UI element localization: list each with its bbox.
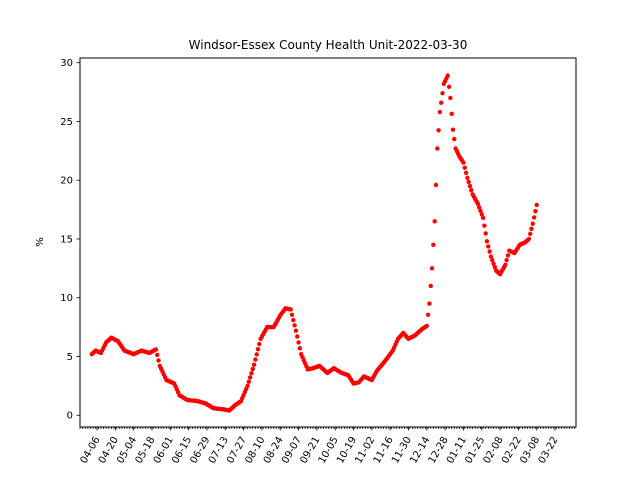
data-point [427, 301, 432, 306]
data-point [488, 254, 494, 259]
y-tick-label: 10 [60, 293, 73, 304]
data-point [448, 95, 453, 101]
data-point [249, 370, 254, 376]
data-point [479, 212, 484, 217]
data-point [466, 179, 471, 185]
data-point [156, 358, 161, 363]
data-point [253, 357, 258, 362]
data-point [533, 208, 538, 214]
data-point [450, 127, 456, 132]
data-point [246, 379, 252, 384]
y-tick-label: 0 [67, 411, 73, 422]
y-axis-label: % [35, 237, 46, 247]
data-point [245, 383, 250, 389]
y-tick-label: 5 [67, 352, 73, 363]
data-point [530, 221, 536, 226]
data-point [429, 266, 435, 271]
data-point [486, 244, 491, 249]
data-point [483, 231, 488, 236]
data-point [437, 109, 443, 115]
data-point [480, 215, 486, 221]
data-point [433, 182, 439, 188]
data-point [463, 170, 469, 175]
data-point [251, 362, 257, 367]
data-point [504, 257, 509, 263]
data-point [465, 175, 470, 181]
data-point [297, 346, 303, 351]
data-point [289, 312, 295, 317]
data-point [446, 84, 452, 89]
data-point [476, 205, 482, 210]
data-point [431, 242, 436, 248]
data-point [449, 111, 454, 117]
data-point [484, 239, 490, 244]
data-point [432, 219, 437, 224]
data-point [255, 347, 261, 352]
y-tick-label: 20 [60, 176, 73, 187]
data-point [534, 202, 539, 208]
data-point [250, 366, 255, 372]
data-point [424, 323, 430, 329]
data-point [295, 334, 300, 339]
data-point [435, 146, 440, 151]
data-point [503, 262, 508, 268]
data-point [462, 165, 467, 170]
y-tick-label: 15 [60, 234, 73, 245]
y-tick-label: 30 [60, 58, 73, 69]
data-point [492, 264, 498, 270]
data-point [155, 352, 160, 358]
data-point [490, 257, 495, 263]
data-point [469, 188, 474, 193]
data-point [439, 100, 444, 105]
data-point [428, 283, 433, 289]
data-point [526, 236, 532, 242]
data-point [487, 249, 492, 254]
data-point [425, 312, 431, 317]
y-tick-label: 25 [60, 117, 73, 128]
chart-title: Windsor-Essex County Health Unit-2022-03… [189, 38, 468, 52]
data-point [461, 160, 466, 165]
data-point [436, 128, 441, 133]
data-point [257, 341, 262, 347]
data-point [153, 347, 159, 352]
data-points [89, 73, 539, 413]
data-point [467, 183, 473, 189]
data-point [529, 226, 534, 231]
data-point [293, 328, 299, 333]
data-point [482, 223, 487, 228]
data-point [478, 208, 483, 213]
data-point [531, 215, 537, 220]
data-point [440, 91, 445, 96]
plot-frame [79, 57, 577, 428]
data-point [475, 201, 481, 206]
data-point [291, 317, 296, 323]
data-point [445, 73, 450, 78]
data-point [254, 352, 259, 357]
data-point [288, 307, 293, 312]
data-point [505, 253, 511, 258]
data-point [292, 323, 297, 328]
data-point [528, 231, 533, 237]
data-point [247, 375, 253, 380]
data-point [452, 136, 457, 142]
data-point [296, 340, 301, 345]
data-point [491, 261, 496, 266]
